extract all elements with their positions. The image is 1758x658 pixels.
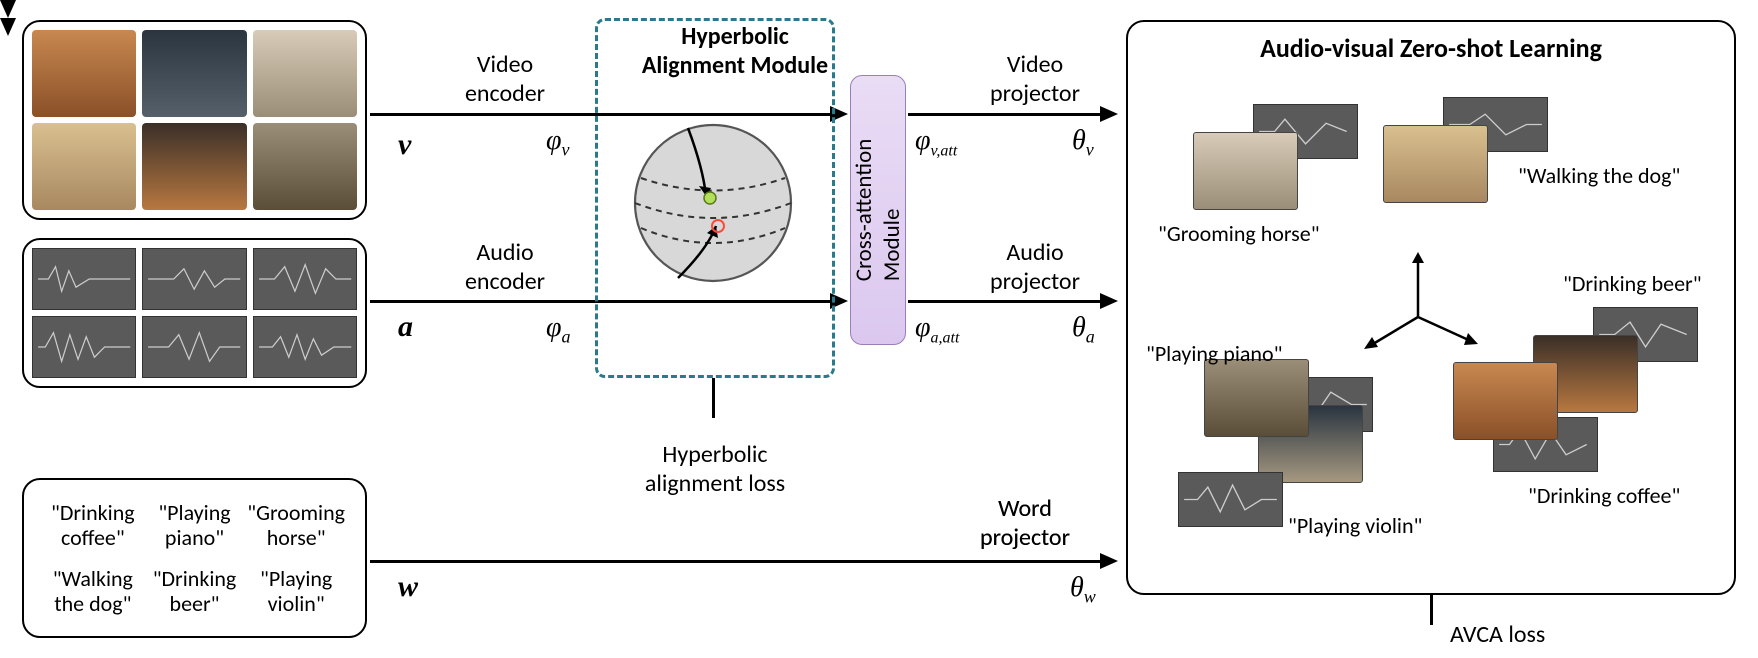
text-label: "Playingpiano" [158, 500, 230, 551]
audio-projector-label: Audioprojector [960, 238, 1110, 296]
phi-a-att: φa,att [915, 312, 959, 348]
arrow-head-down [0, 18, 16, 36]
audio-encoder-label: Audioencoder [440, 238, 570, 296]
arrow-head [1100, 553, 1118, 569]
arrow-word [370, 560, 1100, 563]
video-thumb-coffee [32, 30, 136, 117]
symbol-a: a [398, 310, 413, 344]
ham-title: HyperbolicAlignment Module [635, 22, 835, 80]
word-projector-text: Wordprojector [950, 494, 1100, 552]
phi-v: φv [546, 125, 570, 161]
arrow-video-out [908, 113, 1103, 116]
quote-violin: "Playing violin" [1288, 512, 1422, 539]
video-thumb-violin [253, 123, 357, 210]
thumb-horse [1193, 132, 1298, 210]
cam-label: Cross-attentionModule [850, 139, 906, 282]
waveform-icon [1178, 472, 1283, 527]
video-thumb-piano [142, 30, 246, 117]
text-label: "Walkingthe dog" [53, 566, 133, 617]
video-input-panel [22, 20, 367, 220]
theta-w: θw [1070, 572, 1096, 608]
avca-loss-label: AVCA loss [1450, 620, 1545, 649]
audio-input-panel [22, 238, 367, 388]
phi-a: φa [546, 312, 571, 348]
video-thumb-dog [32, 123, 136, 210]
waveform [142, 316, 246, 378]
zsl-panel: Audio-visual Zero-shot Learning "Groomin… [1126, 20, 1736, 595]
video-thumb-beer [142, 123, 246, 210]
quote-groom: "Grooming horse" [1158, 220, 1320, 247]
video-projector-label: Videoprojector [960, 50, 1110, 108]
arrow-head [1100, 106, 1118, 122]
arrow-down-line [712, 378, 715, 418]
thumb-violin [1204, 359, 1309, 437]
text-label: "Drinkingbeer" [153, 566, 237, 617]
quote-walk: "Walking the dog" [1518, 162, 1680, 189]
quote-coffee: "Drinking coffee" [1528, 482, 1680, 509]
axes-icon [1358, 247, 1488, 357]
waveform [32, 316, 136, 378]
symbol-w: w [398, 570, 418, 604]
zsl-title: Audio-visual Zero-shot Learning [1128, 32, 1734, 64]
text-input-panel: "Drinkingcoffee" "Playingpiano" "Groomin… [22, 478, 367, 638]
cross-attention-module: Cross-attentionModule [850, 75, 906, 345]
waveform [32, 248, 136, 310]
quote-beer: "Drinking beer" [1563, 270, 1702, 297]
phi-v-att: φv,att [915, 125, 957, 161]
video-encoder-label: Videoencoder [440, 50, 570, 108]
arrow-audio-out [908, 300, 1103, 303]
arrow-head-down [0, 0, 16, 18]
text-label: "Drinkingcoffee" [51, 500, 135, 551]
arrow-down-line [1430, 595, 1433, 625]
text-label: "Playingviolin" [260, 566, 332, 617]
quote-piano: "Playing piano" [1146, 340, 1282, 367]
thumb-coffee [1453, 362, 1558, 440]
symbol-v: v [398, 128, 411, 162]
ham-loss-label: Hyperbolicalignment loss [615, 440, 815, 498]
waveform [253, 248, 357, 310]
waveform [253, 316, 357, 378]
theta-v: θv [1072, 125, 1094, 161]
theta-a: θa [1072, 312, 1095, 348]
text-label: "Groominghorse" [247, 500, 345, 551]
waveform [142, 248, 246, 310]
thumb-dog [1383, 125, 1488, 203]
video-thumb-horse [253, 30, 357, 117]
hyperbolic-sphere-icon [628, 118, 798, 288]
